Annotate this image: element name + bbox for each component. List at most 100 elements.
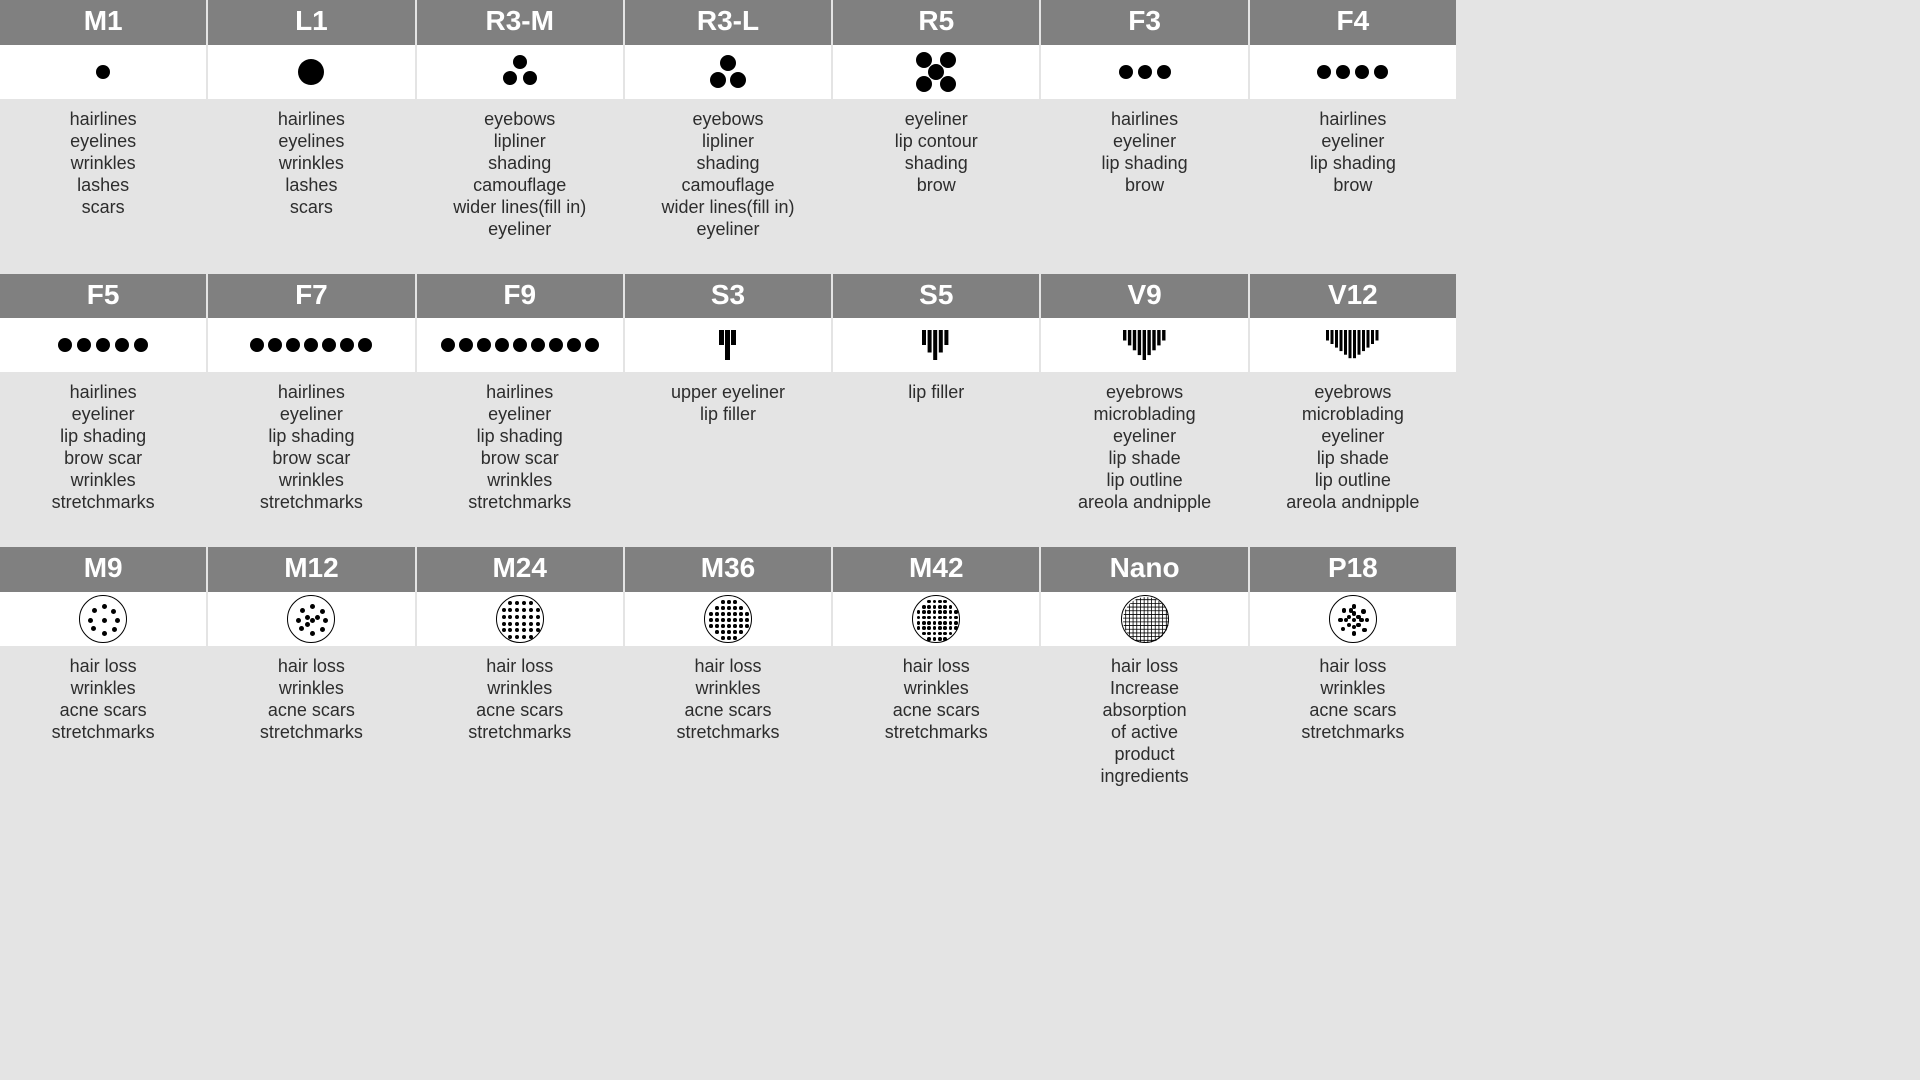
cell-header: F4 (1250, 0, 1456, 45)
use-item: acne scars (1309, 700, 1396, 722)
uses-list: hair losswrinklesacne scarsstretchmarks (417, 646, 623, 819)
cell-header: M42 (833, 547, 1039, 592)
uses-list: eyebowsliplinershadingcamouflagewider li… (417, 99, 623, 272)
use-item: acne scars (268, 700, 355, 722)
use-item: scars (82, 197, 125, 219)
needle-cell-r3-m: R3-Meyebowsliplinershadingcamouflagewide… (417, 0, 623, 272)
use-item: hair loss (1319, 656, 1386, 678)
uses-list: hair lossIncreaseabsorptionof activeprod… (1041, 646, 1247, 819)
use-item: lip shading (268, 426, 354, 448)
cell-header: L1 (208, 0, 414, 45)
uses-list: eyebrowsmicrobladingeyelinerlip shadelip… (1041, 372, 1247, 545)
use-item: lip filler (908, 382, 964, 404)
use-item: lipliner (494, 131, 546, 153)
uses-list: hair losswrinklesacne scarsstretchmarks (625, 646, 831, 819)
use-item: eyeliner (488, 404, 551, 426)
use-item: hairlines (1319, 109, 1386, 131)
use-item: areola andnipple (1286, 492, 1419, 514)
use-item: upper eyeliner (671, 382, 785, 404)
use-item: wrinkles (71, 470, 136, 492)
cell-header: V9 (1041, 274, 1247, 319)
uses-list: hair losswrinklesacne scarsstretchmarks (833, 646, 1039, 819)
needle-cell-f4: F4hairlineseyelinerlip shadingbrow (1250, 0, 1456, 272)
cell-header: F7 (208, 274, 414, 319)
use-item: lip contour (895, 131, 978, 153)
uses-list: hairlineseyelineswrinkleslashesscars (0, 99, 206, 272)
use-item: acne scars (684, 700, 771, 722)
use-item: wrinkles (71, 153, 136, 175)
use-item: product (1115, 744, 1175, 766)
needle-icon (1041, 592, 1247, 646)
use-item: wrinkles (487, 470, 552, 492)
use-item: eyeliner (905, 109, 968, 131)
needle-cell-nano: Nanohair lossIncreaseabsorptionof active… (1041, 547, 1247, 819)
needle-cell-r3-l: R3-Leyebowsliplinershadingcamouflagewide… (625, 0, 831, 272)
needle-icon (417, 45, 623, 99)
needle-icon (1250, 318, 1456, 372)
use-item: eyebows (692, 109, 763, 131)
use-item: eyeliner (1321, 426, 1384, 448)
needle-icon (0, 318, 206, 372)
use-item: wrinkles (904, 678, 969, 700)
use-item: wrinkles (695, 678, 760, 700)
use-item: eyeliner (72, 404, 135, 426)
needle-cell-p18: P18hair losswrinklesacne scarsstretchmar… (1250, 547, 1456, 819)
cell-header: F5 (0, 274, 206, 319)
use-item: brow scar (64, 448, 142, 470)
cell-header: V12 (1250, 274, 1456, 319)
uses-list: hair losswrinklesacne scarsstretchmarks (208, 646, 414, 819)
cell-header: M1 (0, 0, 206, 45)
use-item: camouflage (681, 175, 774, 197)
use-item: scars (290, 197, 333, 219)
use-item: of active (1111, 722, 1178, 744)
use-item: shading (488, 153, 551, 175)
use-item: stretchmarks (260, 722, 363, 744)
uses-list: hair losswrinklesacne scarsstretchmarks (1250, 646, 1456, 819)
uses-list: eyelinerlip contourshadingbrow (833, 99, 1039, 272)
use-item: lip shading (1310, 153, 1396, 175)
use-item: lip shade (1109, 448, 1181, 470)
use-item: Increase (1110, 678, 1179, 700)
use-item: hairlines (1111, 109, 1178, 131)
use-item: hairlines (70, 382, 137, 404)
needle-cell-f3: F3hairlineseyelinerlip shadingbrow (1041, 0, 1247, 272)
needle-icon (208, 592, 414, 646)
cell-header: S5 (833, 274, 1039, 319)
use-item: wrinkles (487, 678, 552, 700)
needle-cell-s3: S3upper eyelinerlip filler (625, 274, 831, 546)
needle-cell-m36: M36hair losswrinklesacne scarsstretchmar… (625, 547, 831, 819)
use-item: hairlines (70, 109, 137, 131)
needle-icon (625, 45, 831, 99)
needle-icon (1041, 45, 1247, 99)
use-item: areola andnipple (1078, 492, 1211, 514)
use-item: lipliner (702, 131, 754, 153)
uses-list: hairlineseyelinerlip shadingbrow scarwri… (417, 372, 623, 545)
needle-icon (833, 318, 1039, 372)
use-item: lashes (77, 175, 129, 197)
use-item: stretchmarks (885, 722, 988, 744)
cell-header: F9 (417, 274, 623, 319)
needle-icon (208, 318, 414, 372)
needle-cell-f9: F9 hairlineseyelinerlip shadingbrow scarw… (417, 274, 623, 546)
use-item: eyeliner (696, 219, 759, 241)
uses-list: hairlineseyelinerlip shadingbrow scarwri… (0, 372, 206, 545)
needle-icon (1250, 592, 1456, 646)
needle-icon (833, 45, 1039, 99)
needle-cell-m9: M9hair losswrinklesacne scarsstretchmark… (0, 547, 206, 819)
uses-list: hairlineseyelineswrinkleslashesscars (208, 99, 414, 272)
use-item: wider lines(fill in) (453, 197, 586, 219)
use-item: microblading (1302, 404, 1404, 426)
needle-icon (625, 592, 831, 646)
uses-list: eyebrowsmicrobladingeyelinerlip shadelip… (1250, 372, 1456, 545)
use-item: shading (696, 153, 759, 175)
use-item: absorption (1103, 700, 1187, 722)
use-item: wrinkles (279, 470, 344, 492)
use-item: ingredients (1101, 766, 1189, 788)
use-item: eyeliner (488, 219, 551, 241)
use-item: wrinkles (71, 678, 136, 700)
use-item: brow scar (272, 448, 350, 470)
needle-cell-f5: F5 hairlineseyelinerlip shadingbrow scarw… (0, 274, 206, 546)
needle-icon (0, 45, 206, 99)
use-item: acne scars (893, 700, 980, 722)
use-item: shading (905, 153, 968, 175)
